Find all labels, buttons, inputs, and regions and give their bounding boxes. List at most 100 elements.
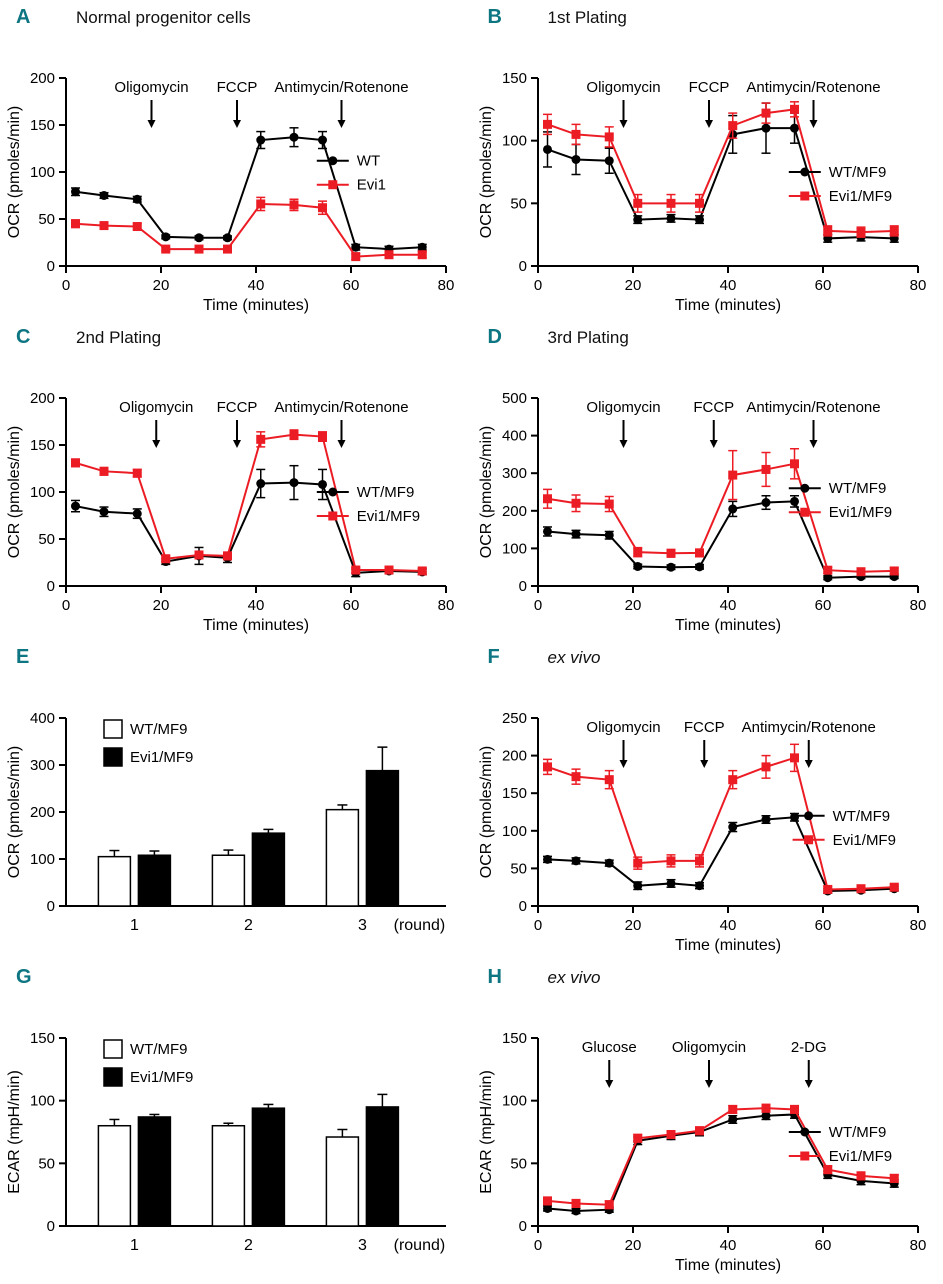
svg-text:Evi1/MF9: Evi1/MF9 xyxy=(832,832,895,849)
panel-h-letter: H xyxy=(474,966,548,989)
svg-text:WT/MF9: WT/MF9 xyxy=(357,484,415,501)
svg-text:FCCP: FCCP xyxy=(217,399,258,416)
panel-g-letter: G xyxy=(2,966,76,989)
svg-text:WT/MF9: WT/MF9 xyxy=(130,1041,188,1058)
svg-text:0: 0 xyxy=(518,1218,526,1235)
svg-text:150: 150 xyxy=(501,70,526,87)
svg-text:50: 50 xyxy=(510,860,527,877)
svg-text:Oligomycin: Oligomycin xyxy=(586,399,660,416)
svg-text:OCR (pmoles/min): OCR (pmoles/min) xyxy=(478,746,495,878)
panel-e-header: E xyxy=(2,646,470,672)
svg-text:60: 60 xyxy=(814,1237,831,1254)
svg-text:ECAR (mpH/min): ECAR (mpH/min) xyxy=(478,1070,495,1194)
svg-text:80: 80 xyxy=(909,1237,926,1254)
svg-text:20: 20 xyxy=(624,277,641,294)
svg-text:150: 150 xyxy=(501,1030,526,1047)
svg-text:Time (minutes): Time (minutes) xyxy=(674,297,780,314)
svg-text:(round): (round) xyxy=(394,1237,446,1254)
svg-text:0: 0 xyxy=(62,597,70,614)
panel-b-letter: B xyxy=(474,6,548,29)
svg-text:1: 1 xyxy=(130,1237,139,1254)
svg-text:Oligomycin: Oligomycin xyxy=(119,399,193,416)
svg-text:200: 200 xyxy=(30,70,55,87)
svg-text:3: 3 xyxy=(358,917,367,934)
svg-text:Time (minutes): Time (minutes) xyxy=(203,297,309,314)
svg-text:200: 200 xyxy=(30,804,55,821)
svg-text:40: 40 xyxy=(719,597,736,614)
svg-text:80: 80 xyxy=(438,277,455,294)
panel-f-letter: F xyxy=(474,646,548,669)
svg-text:60: 60 xyxy=(814,597,831,614)
svg-text:0: 0 xyxy=(533,917,541,934)
svg-text:FCCP: FCCP xyxy=(217,79,258,96)
svg-text:20: 20 xyxy=(624,597,641,614)
panel-a-title: Normal progenitor cells xyxy=(76,8,251,28)
svg-text:50: 50 xyxy=(38,1155,55,1172)
panel-a-letter: A xyxy=(2,6,76,29)
svg-text:Evi1: Evi1 xyxy=(357,177,386,194)
panel-a-header: A Normal progenitor cells xyxy=(2,6,470,32)
panel-c-header: C 2nd Plating xyxy=(2,326,470,352)
svg-text:Evi1/MF9: Evi1/MF9 xyxy=(357,508,420,525)
svg-text:200: 200 xyxy=(501,503,526,520)
svg-text:300: 300 xyxy=(30,757,55,774)
svg-text:Oligomycin: Oligomycin xyxy=(671,1039,745,1056)
svg-text:0: 0 xyxy=(518,898,526,915)
panel-c-letter: C xyxy=(2,326,76,349)
svg-text:Evi1/MF9: Evi1/MF9 xyxy=(828,504,891,521)
svg-text:0: 0 xyxy=(62,277,70,294)
panel-h-header: H ex vivo xyxy=(474,966,942,992)
svg-text:100: 100 xyxy=(30,851,55,868)
svg-text:0: 0 xyxy=(47,258,55,275)
svg-text:Oligomycin: Oligomycin xyxy=(114,79,188,96)
svg-text:200: 200 xyxy=(501,748,526,765)
svg-text:Antimycin/Rotenone: Antimycin/Rotenone xyxy=(746,399,880,416)
panel-g-header: G xyxy=(2,966,470,992)
svg-text:Time (minutes): Time (minutes) xyxy=(674,617,780,634)
svg-text:400: 400 xyxy=(501,428,526,445)
svg-text:Evi1/MF9: Evi1/MF9 xyxy=(130,1069,193,1086)
svg-text:40: 40 xyxy=(719,917,736,934)
svg-text:Time (minutes): Time (minutes) xyxy=(674,937,780,954)
svg-text:Oligomycin: Oligomycin xyxy=(586,79,660,96)
svg-text:80: 80 xyxy=(909,597,926,614)
svg-text:Antimycin/Rotenone: Antimycin/Rotenone xyxy=(741,719,875,736)
svg-text:100: 100 xyxy=(30,484,55,501)
svg-text:250: 250 xyxy=(501,710,526,727)
svg-text:400: 400 xyxy=(30,710,55,727)
svg-text:40: 40 xyxy=(248,277,265,294)
svg-text:100: 100 xyxy=(501,1093,526,1110)
svg-text:OCR (pmoles/min): OCR (pmoles/min) xyxy=(478,106,495,238)
svg-text:20: 20 xyxy=(153,597,170,614)
svg-text:Evi1/MF9: Evi1/MF9 xyxy=(828,188,891,205)
svg-text:40: 40 xyxy=(719,1237,736,1254)
svg-text:OCR (pmoles/min): OCR (pmoles/min) xyxy=(6,426,23,558)
svg-text:FCCP: FCCP xyxy=(683,719,724,736)
svg-text:0: 0 xyxy=(533,277,541,294)
svg-text:100: 100 xyxy=(501,133,526,150)
svg-text:Glucose: Glucose xyxy=(581,1039,636,1056)
svg-text:Antimycin/Rotenone: Antimycin/Rotenone xyxy=(274,399,408,416)
svg-text:Oligomycin: Oligomycin xyxy=(586,719,660,736)
panel-d-header: D 3rd Plating xyxy=(474,326,942,352)
svg-text:100: 100 xyxy=(501,823,526,840)
svg-text:100: 100 xyxy=(30,164,55,181)
svg-text:WT/MF9: WT/MF9 xyxy=(828,164,886,181)
